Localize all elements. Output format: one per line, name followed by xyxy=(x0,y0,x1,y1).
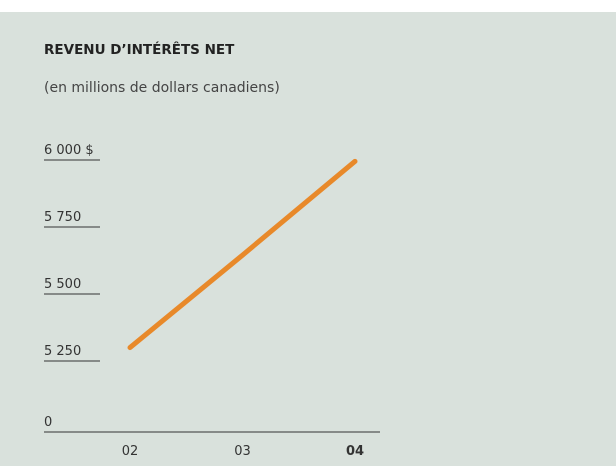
y-tick-label: 5 750 xyxy=(44,210,81,225)
y-tick-label: 5 250 xyxy=(44,344,81,359)
y-tick-label: 6 000 $ xyxy=(44,143,94,158)
chart-subtitle: (en millions de dollars canadiens) xyxy=(44,80,280,96)
chart-title: REVENU D’INTÉRÊTS NET xyxy=(44,41,235,58)
panel xyxy=(0,12,616,466)
x-tick-label: 02 xyxy=(122,444,139,459)
x-tick-label: 04 xyxy=(346,444,364,459)
x-tick-label: 03 xyxy=(234,444,251,459)
y-tick-label: 0 xyxy=(44,415,52,430)
line xyxy=(127,158,358,351)
y-tick-label: 5 500 xyxy=(44,277,81,292)
